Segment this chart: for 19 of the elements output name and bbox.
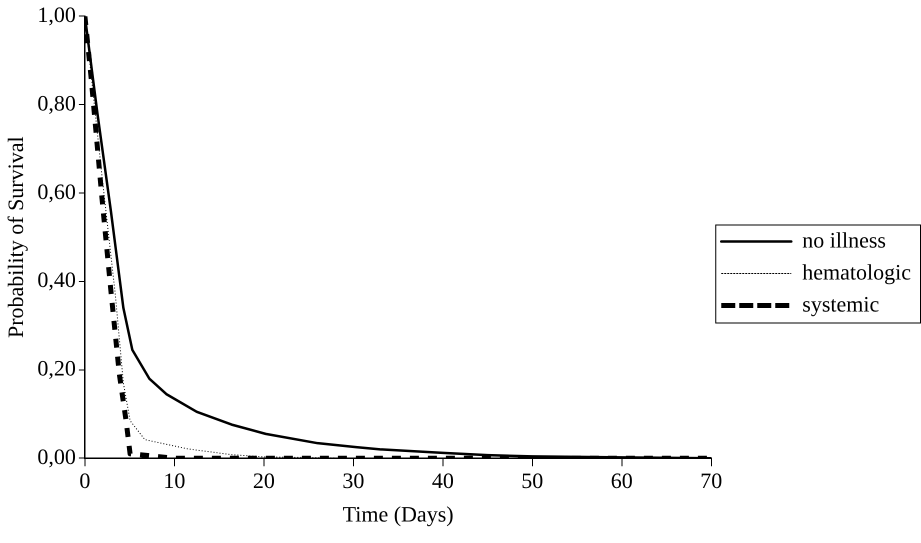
legend-label: hematologic (802, 259, 912, 284)
legend-label: no illness (802, 227, 886, 252)
x-tick-label: 10 (163, 468, 186, 494)
y-tick-label: 0,40 (37, 267, 76, 292)
y-tick-label: 0,20 (37, 356, 76, 381)
y-tick-label: 0,00 (37, 444, 76, 469)
y-tick-label: 1,00 (37, 2, 76, 27)
y-tick-label: 0,60 (37, 178, 76, 204)
legend-label: systemic (802, 291, 880, 316)
x-axis-title: Time (Days) (342, 502, 454, 527)
x-tick-label: 0 (79, 468, 90, 494)
x-tick-label: 70 (700, 468, 722, 494)
x-tick-label: 30 (342, 468, 364, 494)
y-axis-title: Probability of Survival (2, 136, 28, 338)
x-tick-label: 20 (252, 468, 275, 494)
y-tick-label: 0,80 (37, 90, 76, 116)
x-tick-label: 50 (521, 468, 544, 494)
x-tick-label: 60 (610, 468, 633, 494)
x-tick-label: 40 (432, 468, 454, 494)
